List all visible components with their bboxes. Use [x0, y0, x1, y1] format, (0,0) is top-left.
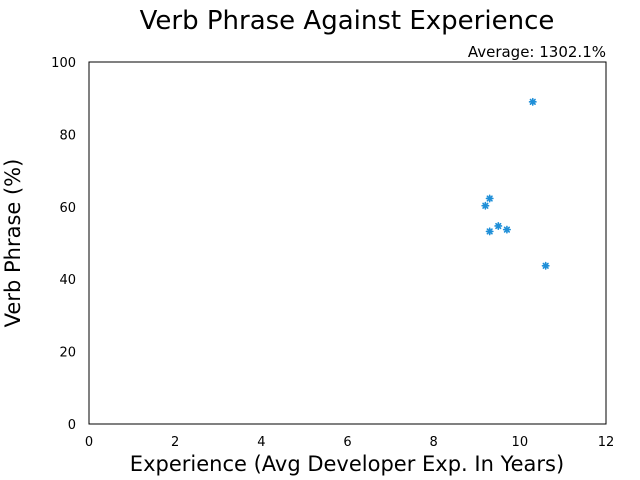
y-axis-ticks: 0 20 40 60 80 100 — [51, 56, 76, 433]
x-tick-label: 0 — [85, 435, 93, 450]
data-point — [481, 201, 490, 210]
x-tick-label: 8 — [430, 435, 438, 450]
x-tick-label: 2 — [171, 435, 179, 450]
y-axis-label: Verb Phrase (%) — [1, 159, 25, 328]
y-tick-label: 20 — [59, 346, 76, 361]
y-tick-label: 60 — [59, 201, 76, 216]
x-tick-label: 4 — [257, 435, 265, 450]
chart-title: Verb Phrase Against Experience — [140, 6, 555, 36]
y-tick-label: 0 — [68, 418, 76, 433]
y-tick-label: 100 — [51, 56, 76, 71]
plot-area-frame — [88, 61, 607, 425]
data-point — [494, 221, 503, 230]
data-point — [541, 261, 550, 270]
x-tick-label: 6 — [343, 435, 351, 450]
data-points — [481, 97, 550, 270]
average-annotation: Average: 1302.1% — [468, 43, 606, 61]
x-axis-ticks: 0 2 4 6 8 10 12 — [85, 435, 614, 450]
x-tick-label: 12 — [598, 435, 615, 450]
data-point — [485, 227, 494, 236]
x-tick-label: 10 — [512, 435, 529, 450]
y-tick-label: 80 — [59, 128, 76, 143]
y-tick-label: 40 — [59, 273, 76, 288]
data-point — [502, 225, 511, 234]
x-axis-label: Experience (Avg Developer Exp. In Years) — [130, 452, 564, 476]
data-point — [485, 194, 494, 203]
data-point — [528, 97, 537, 106]
